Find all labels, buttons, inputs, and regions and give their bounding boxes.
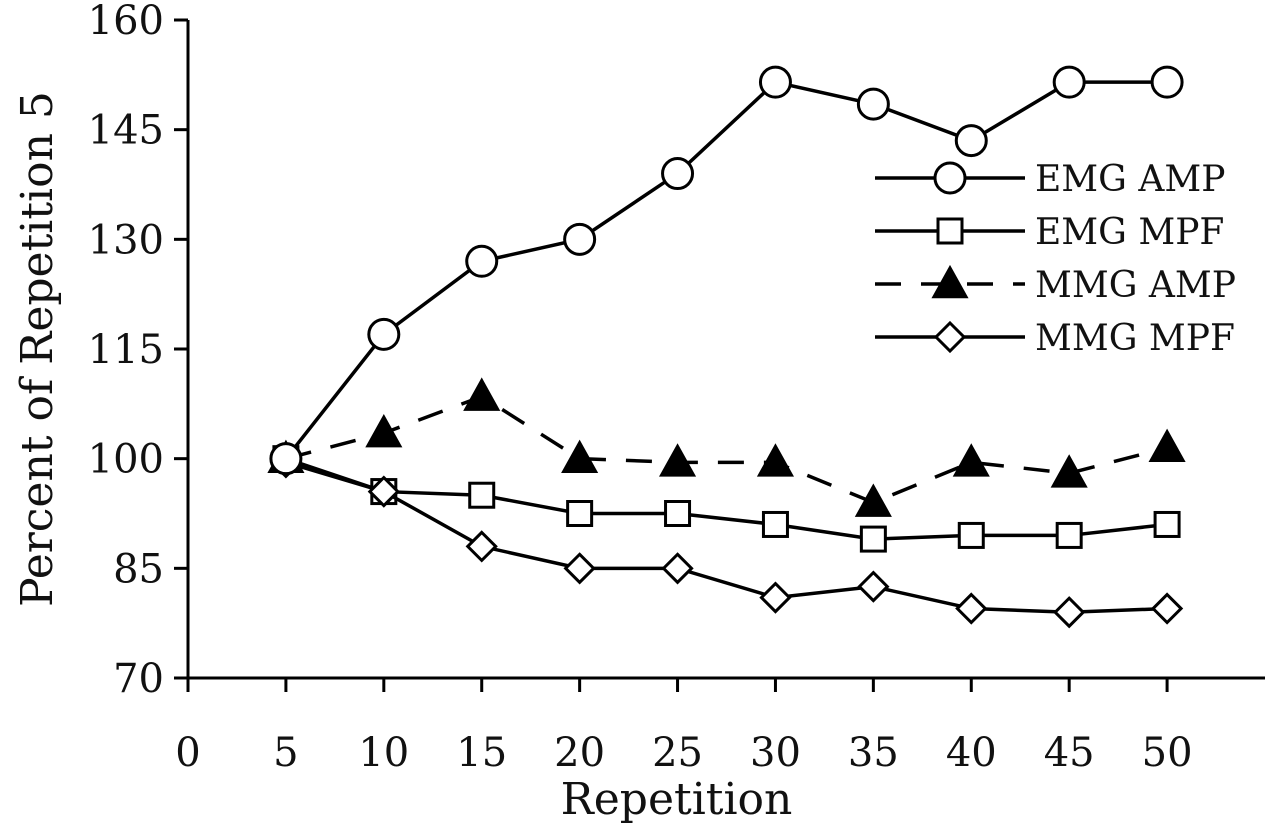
data-point-triangle: [931, 264, 969, 299]
data-point-diamond: [661, 552, 694, 585]
y-tick-label: 100: [88, 437, 164, 483]
data-point-circle: [465, 244, 499, 278]
x-tick-label: 35: [848, 730, 899, 776]
x-tick-label: 50: [1142, 730, 1193, 776]
legend-entry: EMG AMP: [875, 159, 1225, 200]
y-tick-label: 115: [88, 327, 164, 373]
data-point-circle: [367, 317, 401, 351]
legend: EMG AMP EMG MPF MMG AMP MMG MPF: [875, 159, 1236, 359]
legend-label: MMG AMP: [1035, 265, 1236, 306]
y-tick-label: 70: [113, 656, 164, 702]
data-point-diamond: [1053, 596, 1086, 629]
legend-label: MMG MPF: [1035, 318, 1235, 359]
y-tick-label: 130: [88, 217, 164, 263]
x-tick-label: 10: [358, 730, 409, 776]
y-tick-label: 85: [113, 546, 164, 592]
y-tick-label: 160: [88, 0, 164, 44]
data-point-circle: [1052, 65, 1086, 99]
data-point-triangle: [365, 413, 403, 448]
x-tick-label: 40: [946, 730, 997, 776]
data-point-circle: [933, 161, 967, 195]
data-point-diamond: [1150, 592, 1184, 625]
y-axis-title: Percent of Repetition 5: [12, 91, 63, 607]
data-point-circle: [661, 157, 695, 191]
data-point-diamond: [367, 475, 400, 508]
data-point-circle: [954, 124, 988, 158]
data-point-square: [566, 500, 594, 527]
data-point-triangle: [952, 443, 990, 477]
data-point-square: [859, 525, 887, 553]
data-point-diamond: [857, 570, 890, 603]
data-point-diamond: [563, 552, 596, 585]
data-point-triangle: [756, 443, 795, 477]
series-emg-amp: [269, 65, 1184, 476]
legend-label: EMG MPF: [1035, 212, 1224, 253]
data-point-triangle: [854, 483, 892, 517]
data-point-triangle: [1050, 454, 1088, 488]
x-tick-label: 0: [175, 730, 200, 776]
data-point-triangle: [1148, 428, 1186, 462]
data-point-square: [936, 217, 964, 245]
x-axis-title: Repetition: [561, 774, 793, 825]
series-line: [285, 460, 1168, 614]
x-tick-label: 15: [456, 730, 507, 776]
data-point-circle: [269, 442, 303, 476]
series-mmg-mpf: [269, 446, 1184, 629]
x-tick-label: 25: [652, 730, 703, 776]
data-point-circle: [758, 65, 792, 99]
legend-label: EMG AMP: [1035, 159, 1225, 200]
y-tick-label: 145: [88, 108, 164, 154]
data-point-triangle: [658, 443, 697, 477]
axes: 70 85 100 115 130 145 160 0 5 10 15 20 25 30 35 40 45 50: [88, 0, 1265, 776]
data-point-diamond: [955, 592, 988, 625]
data-point-square: [1153, 510, 1181, 538]
series-line: [284, 80, 1168, 460]
legend-entry: MMG AMP: [875, 264, 1236, 306]
x-tick-label: 30: [750, 730, 801, 776]
data-point-circle: [563, 222, 597, 256]
data-point-triangle: [463, 377, 501, 411]
data-point-square: [761, 510, 789, 538]
data-point-diamond: [933, 320, 967, 354]
series-line: [285, 394, 1168, 505]
data-point-square: [957, 521, 985, 549]
legend-entry: EMG MPF: [875, 212, 1224, 253]
x-tick-label: 20: [554, 730, 605, 776]
data-point-circle: [856, 87, 890, 121]
data-point-triangle: [561, 439, 599, 473]
data-point-square: [468, 481, 496, 509]
data-point-circle: [1150, 65, 1184, 99]
data-point-diamond: [759, 581, 792, 614]
series-mmg-amp: [267, 377, 1186, 517]
data-point-square: [664, 500, 692, 527]
series-layer: [267, 65, 1186, 629]
x-tick-label: 45: [1044, 730, 1095, 776]
data-point-square: [1055, 521, 1083, 549]
legend-entry: MMG MPF: [875, 318, 1235, 359]
data-point-diamond: [465, 530, 498, 563]
series-line: [285, 457, 1168, 541]
x-tick-label: 5: [273, 730, 298, 776]
